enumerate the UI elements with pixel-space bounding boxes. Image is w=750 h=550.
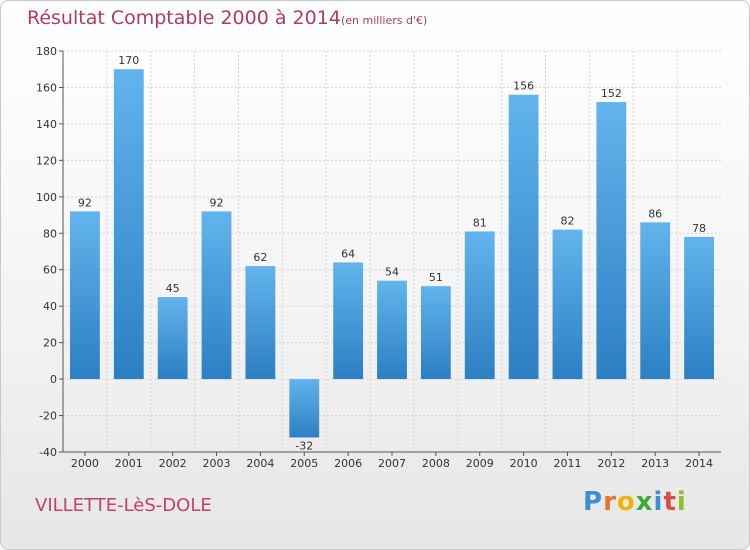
xtick-label-2011: 2011: [553, 457, 581, 470]
xtick-label-2001: 2001: [115, 457, 143, 470]
axes-layer: 180 160 140 120 100 80 60 40 20 0 -20 -40 2000 2001 20…: [36, 45, 721, 470]
bar-2010: [508, 94, 539, 380]
xtick-label-2014: 2014: [685, 457, 713, 470]
ytick-label-8: 20: [43, 337, 57, 350]
town-name: VILLETTE-LèS-DOLE: [35, 495, 212, 516]
logo-letter-0: P: [583, 487, 604, 517]
data-label-2000: 92: [78, 196, 92, 209]
data-label-2003: 92: [210, 196, 224, 209]
ytick-label-4: 100: [36, 191, 57, 204]
xtick-label-2003: 2003: [203, 457, 231, 470]
data-label-2001: 170: [118, 54, 139, 67]
bar-2007: [377, 280, 407, 380]
xtick-label-2013: 2013: [641, 457, 669, 470]
chart-title: Résultat Comptable 2000 à 2014: [27, 7, 341, 29]
ytick-label-6: 60: [43, 264, 57, 277]
ytick-label-0: 180: [36, 45, 57, 58]
ytick-label-3: 120: [36, 154, 57, 167]
data-label-2014: 78: [692, 222, 706, 235]
xtick-label-2002: 2002: [159, 457, 187, 470]
xtick-label-2007: 2007: [378, 457, 406, 470]
bar-2003: [201, 211, 232, 380]
chart-subtitle: (en milliers d'€): [341, 14, 428, 27]
bar-2001: [113, 69, 144, 380]
bar-2012: [596, 102, 627, 380]
data-label-2008: 51: [429, 271, 443, 284]
ytick-label-11: -40: [39, 446, 57, 459]
xtick-label-2009: 2009: [466, 457, 494, 470]
xtick-label-2012: 2012: [597, 457, 625, 470]
logo-letter-6: i: [676, 487, 687, 517]
bar-2005: [289, 379, 320, 438]
data-label-2004: 62: [253, 251, 267, 264]
xtick-label-2005: 2005: [290, 457, 318, 470]
data-label-2002: 45: [166, 282, 180, 295]
xtick-label-2006: 2006: [334, 457, 362, 470]
data-label-2010: 156: [513, 80, 534, 93]
ytick-label-5: 80: [43, 227, 57, 240]
bar-2008: [420, 286, 451, 380]
bar-2002: [157, 297, 188, 380]
bar-2014: [684, 236, 714, 380]
ytick-label-9: 0: [50, 373, 57, 386]
data-label-2007: 54: [385, 266, 399, 279]
logo-letter-4: i: [653, 487, 664, 517]
bar-2000: [70, 211, 100, 380]
xtick-label-2000: 2000: [71, 457, 99, 470]
data-label-2011: 82: [560, 215, 574, 228]
bar-2011: [552, 229, 583, 380]
xtick-label-2008: 2008: [422, 457, 450, 470]
proxiti-logo[interactable]: Proxiti: [583, 487, 687, 517]
logo-letter-2: o: [616, 487, 636, 517]
data-label-2012: 152: [601, 87, 622, 100]
bar-2009: [464, 231, 495, 380]
bar-2004: [245, 266, 276, 380]
logo-letter-1: r: [603, 487, 617, 517]
data-label-2005: -32: [295, 439, 313, 452]
bars-layer: [70, 69, 714, 438]
labels-layer: 92 170 45 92 62 -32 64 54 51 81 156 82 152 86 78: [78, 54, 706, 452]
xtick-label-2010: 2010: [510, 457, 538, 470]
ytick-label-10: -20: [39, 410, 57, 423]
xtick-label-2004: 2004: [246, 457, 274, 470]
bar-2013: [640, 222, 671, 380]
data-label-2009: 81: [473, 216, 487, 229]
logo-letter-5: t: [663, 487, 677, 517]
data-label-2013: 86: [648, 207, 662, 220]
ytick-label-1: 160: [36, 81, 57, 94]
ytick-label-7: 40: [43, 300, 57, 313]
logo-letter-3: x: [635, 487, 654, 517]
ytick-label-2: 140: [36, 118, 57, 131]
data-label-2006: 64: [341, 247, 355, 260]
bar-2006: [333, 262, 364, 380]
